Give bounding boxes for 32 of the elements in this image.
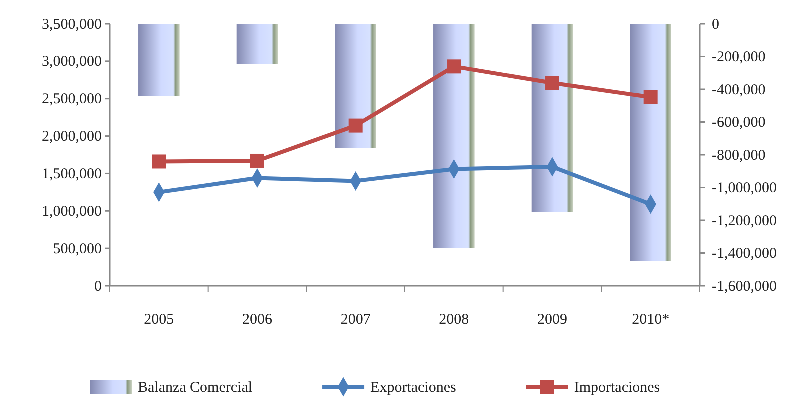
y2-tick-label: -600,000 (712, 115, 766, 132)
y-tick-label: 2,000,000 (42, 129, 102, 146)
y2-tick-label: -1,000,000 (712, 180, 777, 197)
y2-tick-label: -1,200,000 (712, 213, 777, 230)
y-tick-label: 2,500,000 (42, 92, 102, 108)
x-tick-label: 2008 (439, 312, 470, 328)
point (250, 154, 264, 168)
y-tick-label: 1,500,000 (42, 166, 102, 183)
y2-tick-label: -1,600,000 (712, 278, 777, 295)
y-tick-label: 0 (94, 278, 102, 295)
y2-tick-label: -200,000 (712, 50, 766, 66)
point (447, 60, 462, 74)
legend-label: Exportaciones (370, 380, 456, 396)
point (644, 90, 658, 104)
y-tick-label: 500,000 (53, 241, 102, 258)
y2-tick-label: 0 (712, 16, 720, 33)
point (546, 76, 560, 90)
y-tick-label: 3,000,000 (42, 54, 102, 70)
x-tick-label: 2006 (242, 312, 273, 328)
legend-label: Importaciones (574, 380, 660, 396)
y-tick-label: 1,000,000 (42, 204, 102, 220)
y2-tick-label: -800,000 (712, 148, 766, 164)
y2-tick-label: -1,400,000 (712, 246, 777, 262)
x-tick-label: 2010* (632, 312, 670, 328)
y2-tick-label: -400,000 (712, 82, 766, 98)
legend-label: Balanza Comercial (138, 380, 253, 396)
point (348, 118, 363, 133)
point (152, 154, 166, 169)
y-tick-label: 3,500,000 (42, 16, 102, 33)
x-tick-label: 2005 (144, 312, 174, 328)
x-tick-label: 2007 (340, 312, 372, 328)
x-tick-label: 2009 (538, 312, 568, 328)
